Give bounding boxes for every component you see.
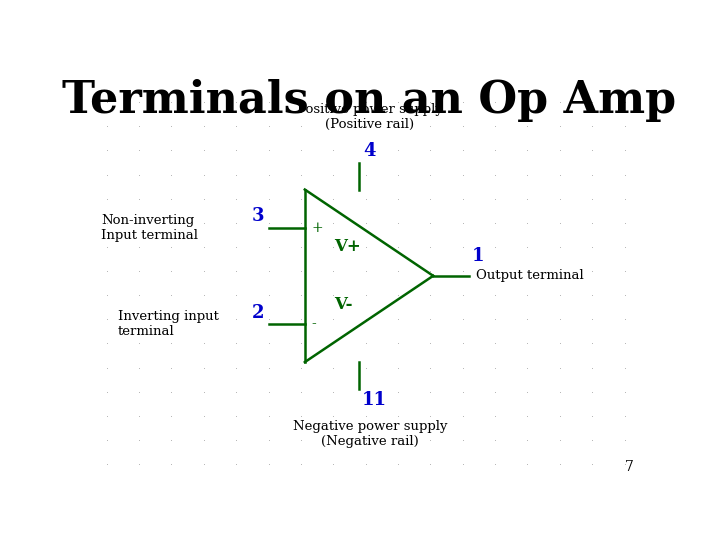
Text: Non-inverting
Input terminal: Non-inverting Input terminal — [101, 213, 198, 241]
Text: Negative power supply
(Negative rail): Negative power supply (Negative rail) — [292, 420, 447, 448]
Text: Inverting input
terminal: Inverting input terminal — [118, 310, 219, 338]
Text: V-: V- — [334, 296, 352, 313]
Text: 7: 7 — [625, 461, 634, 474]
Text: Terminals on an Op Amp: Terminals on an Op Amp — [62, 79, 676, 123]
Text: 3: 3 — [251, 207, 264, 225]
Text: Positive power supply
(Positive rail): Positive power supply (Positive rail) — [297, 103, 443, 131]
Text: +: + — [312, 220, 323, 234]
Text: Output terminal: Output terminal — [476, 269, 584, 282]
Text: 4: 4 — [363, 143, 376, 160]
Text: 2: 2 — [251, 304, 264, 322]
Text: 1: 1 — [472, 247, 485, 266]
Text: 11: 11 — [362, 391, 387, 409]
Text: -: - — [312, 317, 316, 331]
Text: V+: V+ — [334, 238, 361, 255]
